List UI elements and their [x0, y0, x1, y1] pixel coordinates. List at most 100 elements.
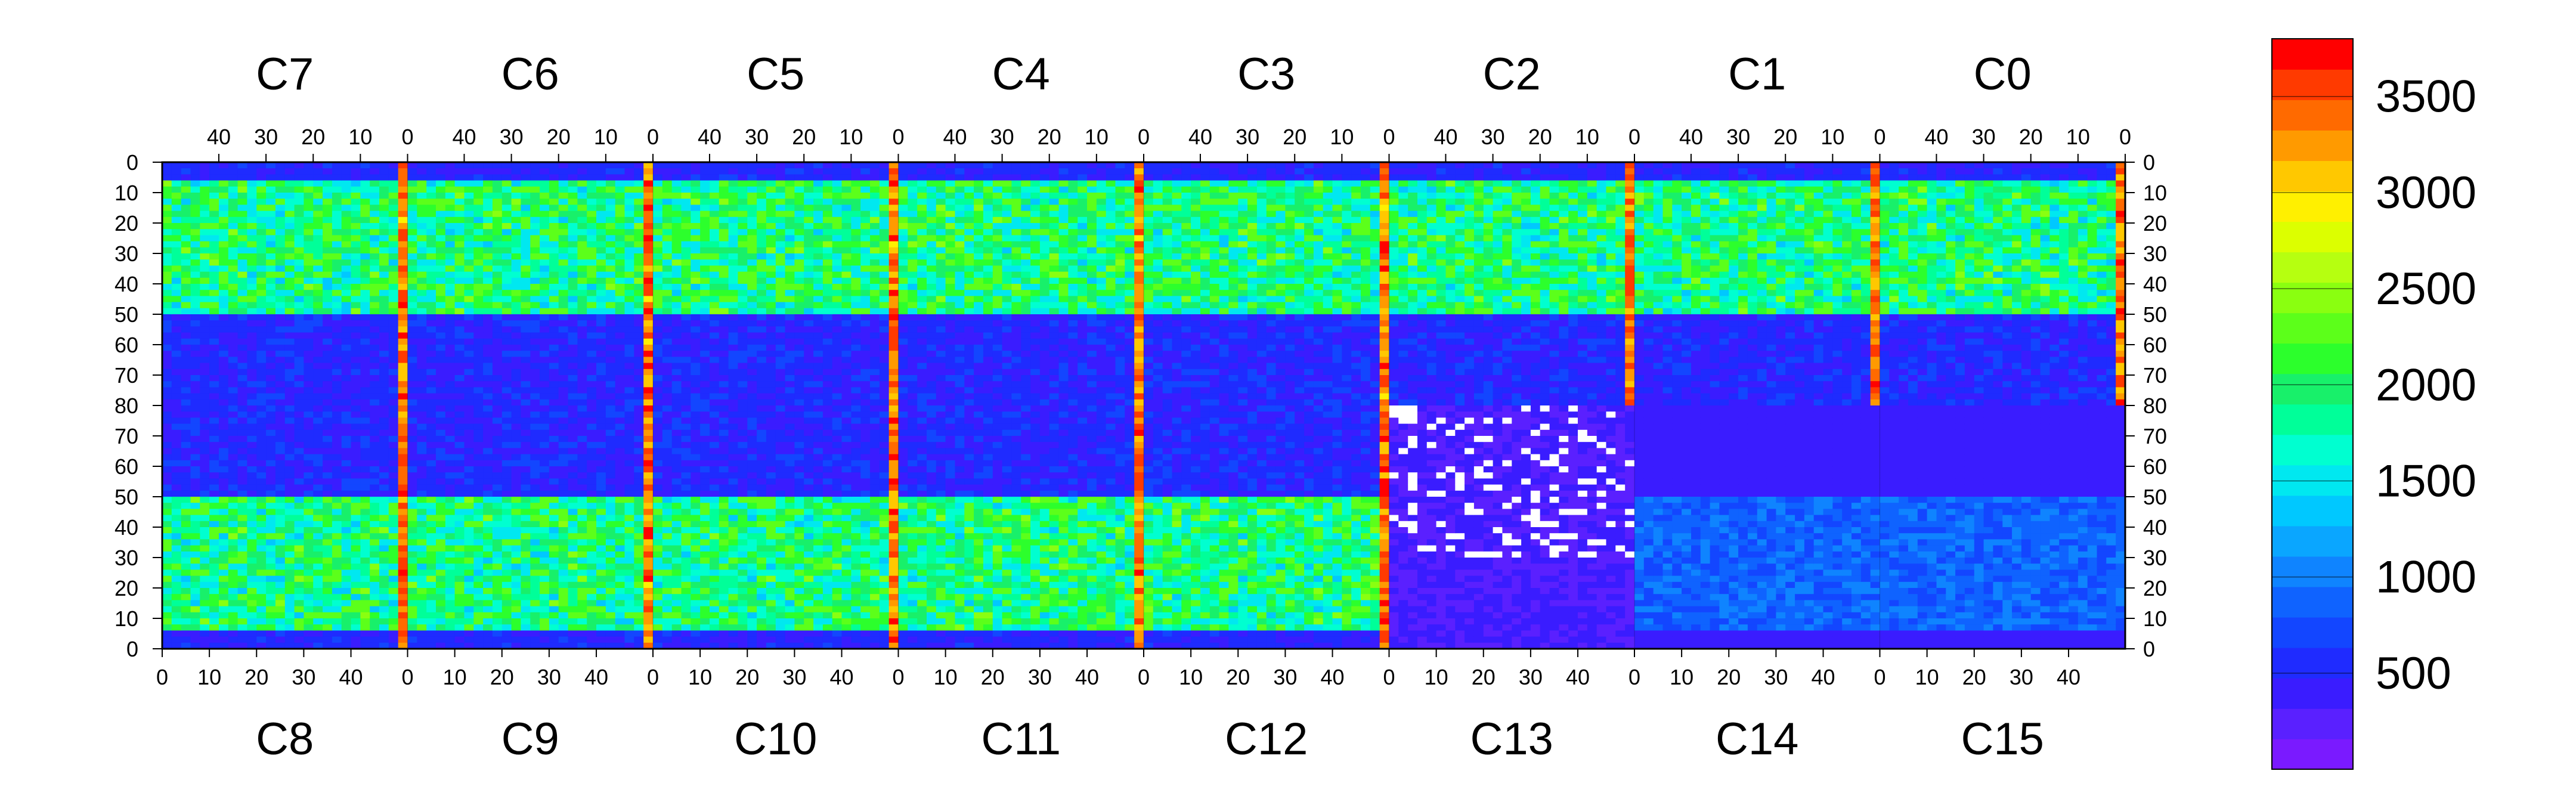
heatmap-cell [983, 302, 993, 309]
heatmap-cell [1209, 399, 1220, 406]
heatmap-cell [351, 193, 361, 199]
heatmap-cell [1275, 345, 1286, 351]
heatmap-cell [908, 247, 918, 254]
heatmap-cell [1275, 174, 1286, 181]
heatmap-cell [766, 205, 776, 212]
heatmap-cell [643, 345, 654, 351]
heatmap-cell [662, 314, 673, 321]
heatmap-cell [766, 180, 776, 187]
heatmap-cell [577, 223, 587, 230]
heatmap-cell [228, 241, 239, 248]
heatmap-cell [841, 186, 852, 193]
heatmap-cell [492, 357, 503, 364]
heatmap-cell [256, 338, 267, 345]
heatmap-cell [266, 320, 276, 327]
heatmap-cell [945, 393, 955, 400]
heatmap-cell [662, 223, 673, 230]
heatmap-cell [983, 241, 993, 248]
heatmap-plot-area [161, 161, 2126, 650]
heatmap-cell [568, 308, 578, 315]
heatmap-cell [1228, 296, 1239, 303]
heatmap-cell [1087, 271, 1097, 278]
heatmap-cell [256, 259, 267, 266]
heatmap-cell [1172, 277, 1182, 284]
heatmap-cell [1078, 284, 1088, 290]
heatmap-cell [870, 290, 880, 296]
heatmap-cell [851, 332, 861, 339]
heatmap-cell [710, 399, 720, 406]
heatmap-cell [992, 265, 1003, 273]
heatmap-cell [860, 229, 871, 236]
heatmap-cell [219, 369, 229, 376]
heatmap-cell [1304, 247, 1314, 254]
heatmap-cell [219, 326, 229, 333]
heatmap-cell [917, 332, 927, 339]
heatmap-cell [1078, 271, 1088, 278]
heatmap-cell [775, 393, 786, 400]
heatmap-cell [436, 284, 446, 290]
heatmap-cell [247, 265, 257, 273]
heatmap-cell [917, 375, 927, 382]
heatmap-cell [1275, 168, 1286, 175]
heatmap-cell [1295, 265, 1305, 273]
heatmap-cell [1172, 235, 1182, 242]
heatmap-cell [313, 314, 323, 321]
heatmap-cell [190, 247, 200, 254]
heatmap-cell [615, 210, 626, 218]
heatmap-cell [209, 162, 219, 169]
heatmap-cell [1181, 241, 1191, 248]
heatmap-cell [681, 186, 691, 193]
heatmap-cell [1219, 205, 1229, 212]
heatmap-cell [1011, 399, 1021, 406]
heatmap-cell [605, 247, 616, 254]
heatmap-cell [775, 162, 786, 169]
heatmap-cell [964, 235, 974, 242]
heatmap-cell [237, 284, 247, 290]
heatmap-cell [1078, 235, 1088, 242]
heatmap-cell [974, 271, 984, 278]
heatmap-cell [558, 320, 569, 327]
heatmap-cell [1228, 180, 1239, 187]
heatmap-cell [577, 357, 587, 364]
heatmap-cell [1039, 357, 1050, 364]
heatmap-cell [501, 393, 512, 400]
heatmap-cell [974, 259, 984, 266]
heatmap-cell [492, 168, 503, 175]
heatmap-cell [927, 259, 937, 266]
heatmap-cell [832, 259, 843, 266]
heatmap-cell [501, 326, 512, 333]
heatmap-cell [983, 271, 993, 278]
heatmap-cell [1228, 399, 1239, 406]
heatmap-cell [426, 265, 436, 273]
heatmap-cell [992, 381, 1003, 388]
heatmap-cell [275, 247, 286, 254]
heatmap-cell [351, 265, 361, 273]
heatmap-cell [1058, 363, 1069, 370]
heatmap-cell [945, 235, 955, 242]
heatmap-cell [605, 393, 616, 400]
heatmap-cell [1030, 284, 1041, 290]
heatmap-cell [662, 399, 673, 406]
heatmap-cell [181, 241, 191, 248]
heatmap-cell [294, 332, 304, 339]
heatmap-cell [190, 363, 200, 370]
heatmap-cell [662, 205, 673, 212]
heatmap-cell [643, 162, 654, 169]
heatmap-cell [992, 308, 1003, 315]
heatmap-cell [860, 247, 871, 254]
heatmap-cell [983, 229, 993, 236]
heatmap-cell [1304, 314, 1314, 321]
heatmap-cell [341, 375, 352, 382]
heatmap-cell [445, 399, 456, 406]
heatmap-cell [908, 277, 918, 284]
heatmap-cell [1238, 247, 1248, 254]
heatmap-cell [341, 253, 352, 260]
heatmap-cell [1087, 199, 1097, 205]
heatmap-cell [1228, 277, 1239, 284]
heatmap-cell [266, 277, 276, 284]
heatmap-cell [540, 308, 550, 315]
heatmap-cell [775, 186, 786, 193]
heatmap-cell [917, 174, 927, 181]
heatmap-cell [464, 247, 474, 254]
heatmap-cell [530, 205, 540, 212]
